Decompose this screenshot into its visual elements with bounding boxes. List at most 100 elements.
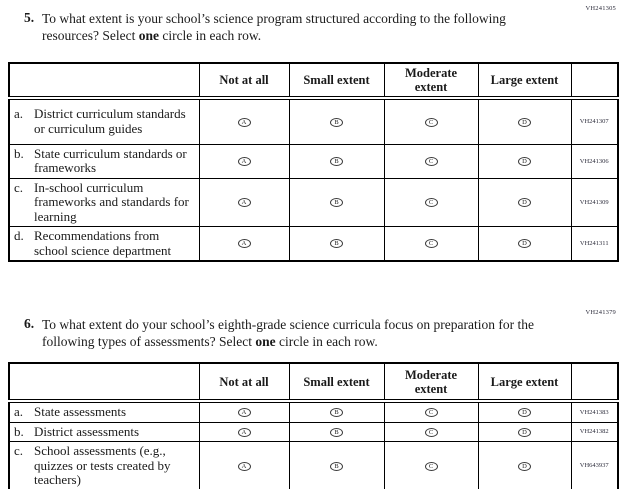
answer-cell: D — [477, 400, 572, 423]
q6-header-small-extent: Small extent — [288, 362, 385, 403]
answer-cell: D — [477, 421, 572, 442]
answer-oval-d[interactable]: D — [518, 461, 531, 471]
form-code-q5: VH241305 — [585, 5, 616, 12]
answer-oval-b[interactable]: B — [330, 461, 343, 471]
q6-header-row: Not at all Small extent Moderate extent … — [8, 362, 619, 403]
table-row: b. State curriculum standards or framewor… — [8, 143, 619, 179]
answer-oval-b[interactable]: B — [330, 427, 343, 437]
answer-oval-c[interactable]: C — [424, 198, 438, 208]
table-row: d. Recommendations from school science de… — [8, 226, 619, 262]
answer-oval-b[interactable]: B — [330, 156, 343, 166]
answer-oval-c[interactable]: C — [424, 117, 438, 127]
row-letter: a. — [14, 106, 24, 122]
answer-cell: C — [383, 226, 479, 262]
row-label: d. Recommendations from school science de… — [8, 226, 200, 262]
row-letter: b. — [14, 423, 24, 439]
answer-cell: A — [198, 143, 290, 179]
question-5-text-start: To what extent is your school’s science … — [42, 11, 506, 43]
answer-oval-a[interactable]: A — [237, 427, 251, 437]
table-row: c. In-school curriculum frameworks and st… — [8, 177, 619, 227]
question-6-text-start: To what extent do your school’s eighth-g… — [42, 317, 535, 349]
answer-cell: C — [383, 97, 479, 145]
answer-cell: D — [477, 441, 572, 489]
question-5-text-end: circle in each row. — [158, 28, 262, 43]
question-6-number: 6. — [24, 316, 35, 331]
table-row: a. State assessments A B C D VH241383 — [8, 400, 619, 423]
question-5-number: 5. — [24, 10, 35, 25]
answer-oval-b[interactable]: B — [330, 239, 343, 249]
row-letter: d. — [14, 228, 24, 243]
answer-cell: C — [383, 400, 479, 423]
row-label-text: Recommendations from school science depa… — [34, 228, 172, 258]
q5-header-code-blank — [570, 62, 619, 100]
q5-header-moderate-extent: Moderate extent — [383, 62, 479, 100]
question-6-table-container: Not at all Small extent Moderate extent … — [8, 362, 619, 489]
answer-cell: A — [198, 441, 290, 489]
answer-cell: D — [477, 177, 572, 227]
answer-cell: B — [288, 441, 385, 489]
answer-oval-a[interactable]: A — [237, 239, 251, 249]
answer-oval-c[interactable]: C — [424, 427, 438, 437]
question-5-table: Not at all Small extent Moderate extent … — [8, 62, 619, 262]
row-label-text: District assessments — [34, 423, 140, 439]
answer-oval-c[interactable]: C — [424, 408, 438, 418]
answer-cell: A — [198, 421, 290, 442]
row-label-text: In-school curriculum frameworks and stan… — [34, 179, 189, 224]
row-label-text: State assessments — [34, 404, 127, 419]
answer-cell: C — [383, 177, 479, 227]
answer-cell: B — [288, 177, 385, 227]
answer-cell: A — [198, 97, 290, 145]
answer-cell: C — [383, 421, 479, 442]
table-row: a. District curriculum standards or curri… — [8, 97, 619, 145]
q6-header-blank — [8, 362, 200, 403]
answer-oval-b[interactable]: B — [330, 198, 343, 208]
answer-cell: A — [198, 177, 290, 227]
question-6-bold-word: one — [255, 334, 276, 349]
question-6: 6. To what extent do your school’s eight… — [24, 316, 586, 350]
answer-oval-c[interactable]: C — [424, 239, 438, 249]
answer-oval-d[interactable]: D — [518, 408, 531, 418]
q6-header-moderate-extent: Moderate extent — [383, 362, 479, 403]
row-code: VH241307 — [570, 97, 619, 145]
answer-cell: B — [288, 400, 385, 423]
answer-oval-a[interactable]: A — [237, 461, 251, 471]
row-label: c. School assessments (e.g., quizzes or t… — [8, 441, 200, 489]
answer-cell: A — [198, 226, 290, 262]
answer-oval-d[interactable]: D — [518, 239, 531, 249]
table-row: c. School assessments (e.g., quizzes or t… — [8, 441, 619, 489]
row-label: b. State curriculum standards or framewor… — [8, 143, 200, 179]
answer-oval-d[interactable]: D — [518, 427, 531, 437]
question-5-table-container: Not at all Small extent Moderate extent … — [8, 62, 619, 262]
answer-oval-d[interactable]: D — [518, 198, 531, 208]
question-5: 5. To what extent is your school’s scien… — [24, 10, 518, 44]
answer-oval-d[interactable]: D — [518, 117, 531, 127]
row-letter: a. — [14, 404, 24, 419]
answer-oval-a[interactable]: A — [237, 198, 251, 208]
row-code: VH241306 — [570, 143, 619, 179]
answer-oval-c[interactable]: C — [424, 156, 438, 166]
answer-oval-a[interactable]: A — [237, 408, 251, 418]
answer-cell: C — [383, 143, 479, 179]
row-letter: b. — [14, 145, 24, 161]
answer-cell: D — [477, 97, 572, 145]
q6-header-not-at-all: Not at all — [198, 362, 290, 403]
answer-cell: C — [383, 441, 479, 489]
q5-header-large-extent: Large extent — [477, 62, 572, 100]
answer-oval-a[interactable]: A — [237, 117, 251, 127]
q5-header-small-extent: Small extent — [288, 62, 385, 100]
answer-oval-a[interactable]: A — [237, 156, 251, 166]
answer-oval-b[interactable]: B — [330, 408, 343, 418]
answer-oval-b[interactable]: B — [330, 117, 343, 127]
q6-header-large-extent: Large extent — [477, 362, 572, 403]
row-label: c. In-school curriculum frameworks and st… — [8, 177, 200, 227]
answer-cell: B — [288, 421, 385, 442]
answer-cell: D — [477, 226, 572, 262]
question-5-bold-word: one — [138, 28, 159, 43]
answer-oval-c[interactable]: C — [424, 461, 438, 471]
answer-cell: B — [288, 226, 385, 262]
q5-header-not-at-all: Not at all — [198, 62, 290, 100]
question-6-table: Not at all Small extent Moderate extent … — [8, 362, 619, 489]
answer-cell: A — [198, 400, 290, 423]
answer-oval-d[interactable]: D — [518, 156, 531, 166]
